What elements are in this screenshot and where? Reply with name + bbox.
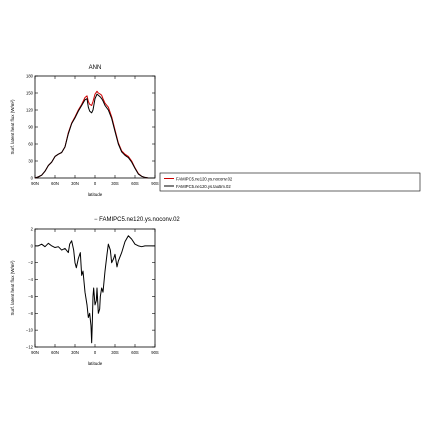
bottom-x-tick-label: 60S <box>131 350 139 355</box>
bottom-y-tick-label: 2 <box>31 227 34 232</box>
top-plot-frame <box>34 75 156 179</box>
top-x-tick-label: 60N <box>51 181 59 186</box>
bottom-y-tick-label: −8 <box>28 311 33 316</box>
bottom-y-tick-label: 0 <box>31 243 34 248</box>
top-x-tick-label: 30N <box>71 181 79 186</box>
top-y-tick-label: 60 <box>28 142 33 147</box>
bottom-x-axis: 90N 60N 30N 0 30S 60S 90S <box>31 229 159 355</box>
bottom-y-axis: −12 −10 −8 −6 −4 −2 0 2 <box>26 227 155 350</box>
top-legend: FAMIPC5.ne120.ys.noconv.02 FAMIPC5.ne120… <box>159 172 421 192</box>
top-y-axis-label: Surf. latent heat flux (W/m²) <box>10 99 15 155</box>
bottom-y-tick-label: −2 <box>28 260 33 265</box>
bottom-y-axis-label: Surf. latent heat flux (W/m²) <box>10 260 15 316</box>
top-x-tick-label: 90N <box>31 181 39 186</box>
top-y-tick-label: 90 <box>28 125 33 130</box>
bottom-x-tick-label: 30S <box>111 350 119 355</box>
bottom-x-tick-label: 90N <box>31 350 39 355</box>
bottom-x-tick-label: 0 <box>94 350 97 355</box>
bottom-y-tick-label: −12 <box>26 345 34 350</box>
top-x-axis-label: latitude <box>88 192 103 197</box>
top-y-tick-label: 120 <box>26 108 34 113</box>
top-x-axis: 90N 60N 30N 0 30S 60S 90S <box>31 76 159 186</box>
top-y-tick-label: 0 <box>31 176 34 181</box>
bottom-y-tick-label: −10 <box>26 328 34 333</box>
bottom-series-line-0 <box>35 235 155 344</box>
top-x-tick-label: 0 <box>94 181 97 186</box>
bottom-panel: − FAMIPC5.ne120.ys.noconv.02 −12−10−8−6−… <box>10 217 180 366</box>
legend-label-noconv: FAMIPC5.ne120.ys.noconv.02 <box>176 177 233 182</box>
legend-label-tau5m: FAMIPC5.ne120.ys.tau5m.02 <box>176 184 231 189</box>
top-x-tick-label: 30S <box>111 181 119 186</box>
bottom-y-tick-label: −6 <box>28 294 33 299</box>
bottom-x-tick-label: 90S <box>151 350 159 355</box>
top-legend-box <box>159 172 421 192</box>
top-x-tick-label: 60S <box>131 181 139 186</box>
top-series-line-1 <box>34 93 155 179</box>
top-y-tick-label: 30 <box>28 159 33 164</box>
bottom-x-tick-label: 60N <box>51 350 59 355</box>
bottom-series-group <box>35 235 155 344</box>
top-panel: ANN 0 30 60 90 120 150 180 90N 60N 30N 0 30S 60S 90S… <box>10 65 159 197</box>
bottom-y-tick-label: −4 <box>28 277 33 282</box>
bottom-x-axis-label: latitude <box>88 361 103 366</box>
top-series-group <box>34 90 155 179</box>
top-x-tick-label: 90S <box>151 181 159 186</box>
bottom-x-tick-label: 30N <box>71 350 79 355</box>
top-y-tick-label: 150 <box>26 91 34 96</box>
bottom-legend-label: − FAMIPC5.ne120.ys.noconv.02 <box>94 217 180 223</box>
top-series-line-0 <box>34 90 155 179</box>
top-chart-title: ANN <box>89 65 102 71</box>
top-y-tick-label: 180 <box>26 74 34 79</box>
top-y-axis: 0 30 60 90 120 150 180 <box>26 74 155 181</box>
